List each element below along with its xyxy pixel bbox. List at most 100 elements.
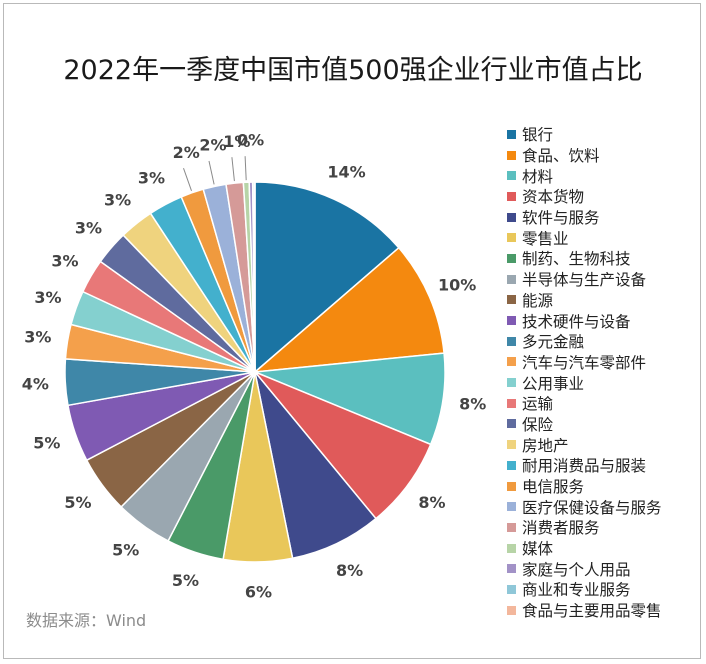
legend-item: 食品与主要用品零售 [507,600,703,621]
legend-label: 食品与主要用品零售 [522,602,662,621]
value-label-13: 3% [51,252,78,271]
legend-swatch [507,212,516,222]
legend-swatch [507,502,516,512]
legend-label: 材料 [522,167,554,186]
legend-swatch [507,440,516,450]
legend-swatch [507,316,516,326]
value-label-4: 8% [336,561,363,580]
legend-item: 消费者服务 [507,517,703,538]
pie-slice-2 [254,352,446,446]
legend-label: 能源 [522,291,554,310]
legend-swatch [507,378,516,388]
legend-label: 房地产 [522,436,569,455]
legend-item: 汽车与汽车零部件 [507,352,703,373]
legend-label: 技术硬件与设备 [522,312,631,331]
legend: 银行 食品、饮料 材料资本货物软件与服务 零售业制药、生物科技 半导体与生产设备 能源技术… [507,124,703,621]
value-label-2: 8% [459,394,486,413]
legend-label: 零售业 [522,229,569,248]
legend-swatch [507,460,516,470]
value-label-3: 8% [418,493,445,512]
legend-label: 银行 [522,126,554,145]
legend-item: 技术硬件与设备 [507,310,703,331]
legend-item: 运输 [507,393,703,414]
legend-swatch [507,336,516,346]
legend-item: 家庭与个人用品 [507,558,703,579]
legend-label: 半导体与生产设备 [522,271,647,290]
pie-value-labels: 14%10%8%8%8%6%5%5%5%5%4%3%3%3%3%3%3%2% 2%… [22,131,487,602]
value-label-17: 2% [173,143,200,162]
value-label-19: 1% [223,132,250,151]
legend-label: 运输 [522,395,554,414]
legend-swatch [507,584,516,594]
leader-lines [183,156,247,191]
legend-label: 多元金融 [522,333,585,352]
legend-item: 公用事业 [507,372,703,393]
pie-slice-4 [254,371,377,560]
legend-item: 房地产 [507,434,703,455]
legend-item: 资本货物 [507,186,703,207]
legend-item: 媒体 [507,538,703,559]
data-source: 数据来源：Wind [26,611,147,630]
legend-swatch [507,191,516,201]
legend-swatch [507,274,516,284]
legend-label: 耐用消费品与服装 [522,457,647,476]
legend-item: 制药、生物科技 [507,248,703,269]
value-label-1: 10% [438,276,476,295]
legend-swatch [507,129,516,139]
value-label-5: 6% [245,583,272,602]
pie-slice-3 [254,371,432,520]
legend-swatch [507,253,516,263]
legend-label: 保险 [522,415,554,434]
legend-item: 食品、饮料 [507,145,703,166]
legend-item: 多元金融 [507,331,703,352]
legend-swatch [507,295,516,305]
legend-item: 零售业 [507,227,703,248]
pie-slice-0 [254,181,400,374]
leader-line-18 [208,160,215,185]
leader-line-19 [231,157,235,182]
legend-item: 保险 [507,414,703,435]
value-label-16: 3% [138,168,165,187]
value-label-18: 2% [199,136,226,155]
legend-label: 消费者服务 [522,519,600,538]
legend-label: 公用事业 [522,374,585,393]
value-label-0: 14% [327,162,365,181]
value-label-8: 5% [64,493,91,512]
value-label-12: 3% [34,288,61,307]
legend-item: 软件与服务 [507,207,703,228]
legend-label: 制药、生物科技 [522,250,631,269]
value-label-9: 5% [33,434,60,453]
legend-item: 材料 [507,165,703,186]
pie-slice-23 [253,181,256,373]
value-label-14: 3% [75,219,102,238]
pie-slices [64,181,446,563]
leader-line-17 [183,168,192,191]
value-label-15: 3% [104,191,131,210]
value-label-11: 3% [24,327,51,346]
legend-swatch [507,419,516,429]
legend-label: 资本货物 [522,188,585,207]
legend-label: 家庭与个人用品 [522,560,631,579]
value-label-20: 0% [237,131,264,150]
legend-item: 耐用消费品与服装 [507,455,703,476]
legend-item: 商业和专业服务 [507,579,703,600]
legend-swatch [507,605,516,615]
legend-item: 医疗保健设备与服务 [507,496,703,517]
legend-item: 电信服务 [507,476,703,497]
legend-swatch [507,543,516,553]
legend-swatch [507,150,516,160]
legend-label: 软件与服务 [522,209,600,228]
legend-item: 能源 [507,290,703,311]
value-label-6: 5% [172,571,199,590]
legend-label: 汽车与汽车零部件 [522,353,647,372]
legend-swatch [507,564,516,574]
legend-swatch [507,233,516,243]
legend-label: 电信服务 [522,478,585,497]
legend-swatch [507,398,516,408]
legend-swatch [507,481,516,491]
legend-label: 医疗保健设备与服务 [522,498,662,517]
value-label-7: 5% [112,541,139,560]
leader-line-20 [244,156,247,181]
legend-swatch [507,522,516,532]
